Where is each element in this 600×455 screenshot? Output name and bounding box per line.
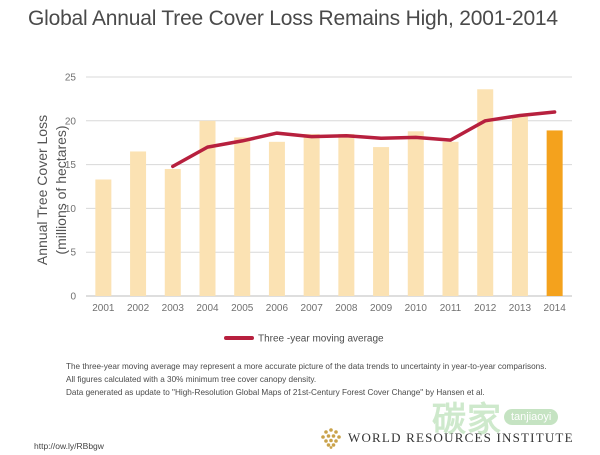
legend-label: Three -year moving average xyxy=(258,334,384,345)
x-tick-label: 2002 xyxy=(127,303,150,314)
x-tick-label: 2005 xyxy=(231,303,254,314)
x-axis-ticks: 2001 2002 2003 2004 2005 2006 2007 2008 2009 2010… xyxy=(92,303,566,314)
wri-dotted-logo-icon xyxy=(321,428,341,449)
bar-2001 xyxy=(95,179,112,296)
bar-2008 xyxy=(338,133,355,296)
y-tick-label: 0 xyxy=(70,292,76,303)
chart-title: Global Annual Tree Cover Loss Remains Hi… xyxy=(28,7,558,30)
source-link[interactable]: http://ow.ly/RBbgw xyxy=(34,441,104,451)
x-tick-label: 2010 xyxy=(405,303,428,314)
bar-2006 xyxy=(268,141,285,296)
x-tick-label: 2004 xyxy=(196,303,219,314)
y-tick-label: 5 xyxy=(70,248,76,259)
bar-2013 xyxy=(511,115,528,296)
watermark: 碳家 tanjiaoyi xyxy=(432,392,559,441)
bar-2009 xyxy=(373,147,390,296)
x-tick-label: 2014 xyxy=(544,303,567,314)
bar-2014 xyxy=(546,130,563,296)
y-tick-label: 15 xyxy=(65,160,77,171)
footnotes: The three-year moving average may repres… xyxy=(66,360,566,399)
x-tick-label: 2003 xyxy=(162,303,185,314)
x-tick-label: 2008 xyxy=(335,303,358,314)
bar-series xyxy=(95,89,563,296)
x-tick-label: 2007 xyxy=(301,303,324,314)
x-tick-label: 2001 xyxy=(92,303,115,314)
footnote-2: All figures calculated with a 30% minimu… xyxy=(66,375,317,384)
y-axis-ticks: 0 5 10 15 20 25 xyxy=(65,73,77,303)
bar-2005 xyxy=(234,137,251,296)
wri-branding: WORLD RESOURCES INSTITUTE xyxy=(320,427,574,449)
footnote-3: Data generated as update to "High-Resolu… xyxy=(66,388,485,397)
wri-wordmark: WORLD RESOURCES INSTITUTE xyxy=(348,430,574,445)
x-tick-label: 2013 xyxy=(509,303,532,314)
watermark-en-text: tanjiaoyi xyxy=(504,408,559,425)
y-axis-label: Annual Tree Cover Loss xyxy=(34,115,50,265)
watermark-cn-text: 碳家 xyxy=(432,400,502,440)
legend: Three -year moving average xyxy=(224,334,384,345)
grid-lines xyxy=(86,76,572,297)
footnote-1: The three-year moving average may repres… xyxy=(66,362,547,371)
bar-2010 xyxy=(407,131,424,296)
y-tick-label: 20 xyxy=(65,116,77,127)
bar-2007 xyxy=(303,133,320,296)
y-tick-label: 25 xyxy=(65,73,77,84)
moving-average-line xyxy=(171,110,557,169)
x-tick-label: 2006 xyxy=(266,303,289,314)
bar-2011 xyxy=(442,141,459,296)
bar-2012 xyxy=(477,89,494,296)
y-tick-label: 10 xyxy=(65,204,77,215)
x-tick-label: 2012 xyxy=(474,303,497,314)
x-tick-label: 2009 xyxy=(370,303,393,314)
bar-2002 xyxy=(130,151,147,296)
x-tick-label: 2011 xyxy=(440,303,462,314)
bar-2003 xyxy=(164,168,181,296)
bar-2004 xyxy=(199,120,216,296)
y-axis-sublabel: (millions of hectares) xyxy=(53,125,69,254)
